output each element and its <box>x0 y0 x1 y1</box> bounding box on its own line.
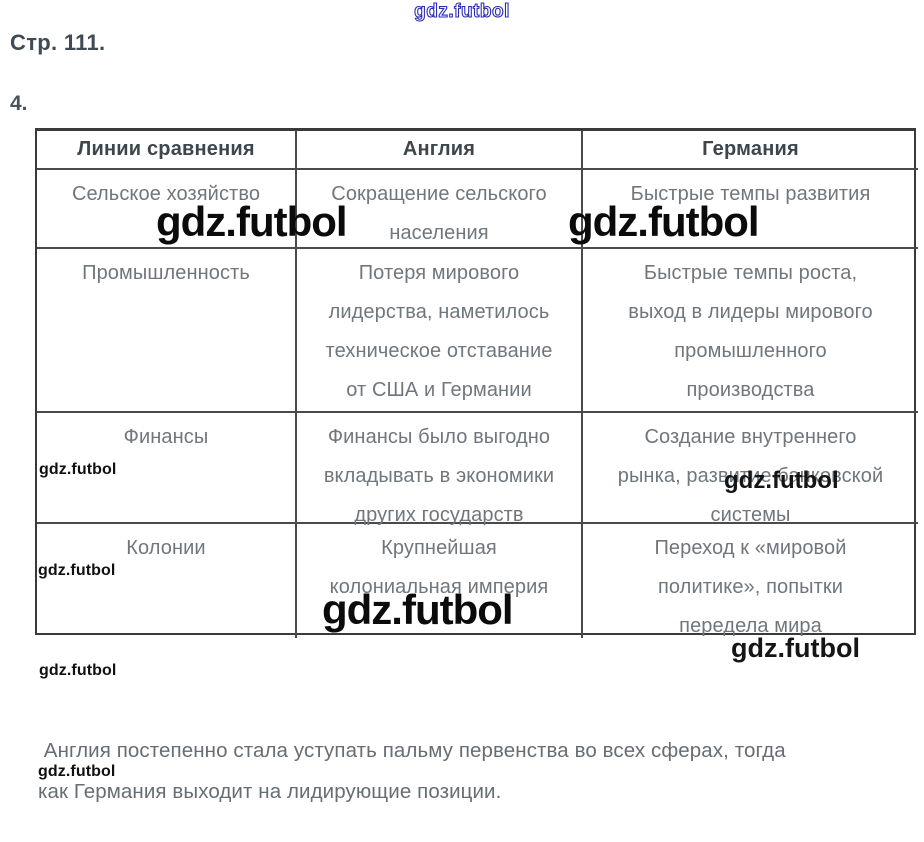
watermark-row3-left: gdz.futbol <box>39 461 117 478</box>
cell-colonies-germany: Переход к «мировой политике», попытки пе… <box>654 537 847 637</box>
watermark-below-table-left: gdz.futbol <box>39 662 117 679</box>
cell-finance-england: Финансы было выгодно вкладывать в эконом… <box>297 413 583 526</box>
comparison-table: Линии сравнения Англия Германия Сельское… <box>35 128 918 638</box>
task-number: 4. <box>10 92 28 115</box>
cell-agriculture-criterion: Сельское хозяйство <box>37 170 297 249</box>
cell-industry-germany: Быстрые темпы роста, выход в лидеры миро… <box>583 249 918 413</box>
col-header-criteria: Линии сравнения <box>37 131 297 170</box>
watermark-row1-right: gdz.futbol <box>568 198 760 245</box>
watermark-below-table-right: gdz.futbol <box>731 633 860 663</box>
cell-industry-criterion: Промышленность <box>37 249 297 413</box>
cell-industry-england: Потеря мирового лидерства, наметилось те… <box>297 249 583 413</box>
cell-colonies-criterion: Колонии <box>37 524 297 638</box>
watermark-paragraph-left: gdz.futbol <box>38 763 116 780</box>
cell-finance-germany: Создание внутреннего рынка, развитие бан… <box>583 413 918 526</box>
watermark-row1-left: gdz.futbol <box>156 198 348 245</box>
watermark-row4-left: gdz.futbol <box>38 562 116 579</box>
watermark-row4-center: gdz.futbol <box>322 586 514 633</box>
cell-agriculture-germany: Быстрые темпы развития <box>583 170 918 249</box>
cell-agriculture-england: Сокращение сельского населения <box>297 170 583 249</box>
col-header-germany: Германия <box>583 131 918 170</box>
cell-colonies-england: Крупнейшая колониальная империя <box>297 524 583 638</box>
cell-finance-criterion: Финансы <box>37 413 297 524</box>
conclusion-text: Англия постепенно стала уступать пальму … <box>38 739 786 803</box>
col-header-england: Англия <box>297 131 583 170</box>
watermark-top: gdz.futbol <box>414 0 510 22</box>
page-label: Стр. 111. <box>10 30 106 55</box>
watermark-row3-right: gdz.futbol <box>724 467 839 494</box>
